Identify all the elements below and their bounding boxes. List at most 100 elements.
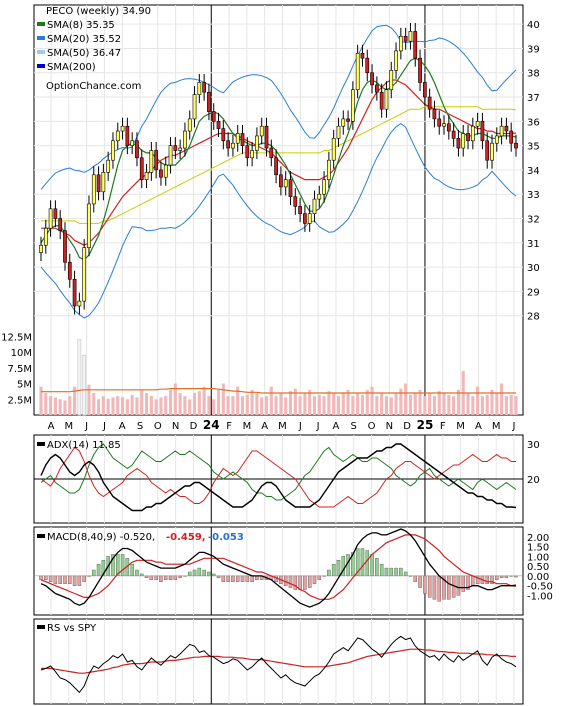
candle-body [499, 125, 504, 137]
candle-body [63, 230, 67, 263]
macd-histogram-bar [163, 575, 168, 580]
volume-bar [423, 396, 427, 415]
macd-histogram-bar [293, 575, 298, 590]
volume-bar [101, 396, 105, 415]
candle-body [336, 125, 341, 139]
macd-histogram-bar [312, 575, 317, 584]
candle-body [264, 125, 269, 149]
volume-bar [202, 386, 206, 415]
volume-bar [178, 392, 182, 415]
candle-body [360, 53, 365, 59]
candle-body [77, 300, 82, 307]
x-tick-label: A [475, 421, 482, 432]
volume-bar [245, 394, 249, 415]
candle-body [149, 150, 154, 173]
macd-histogram-bar [187, 571, 192, 577]
candle-body [379, 91, 384, 110]
candle-body [346, 118, 350, 122]
adx-title: ADX(14) 11.85 [47, 440, 121, 451]
candle-body [514, 142, 518, 149]
sma50-line [41, 106, 517, 224]
macd-histogram-bar [48, 575, 53, 582]
legend-sma20: SMA(20) 35.52 [47, 34, 121, 45]
candle-body [259, 125, 264, 137]
candle-body [485, 140, 490, 161]
macd-histogram-bar [39, 575, 43, 580]
price-tick-label: 34 [527, 166, 540, 177]
candle-body [456, 138, 461, 149]
volume-bar [82, 354, 86, 416]
adx-label: ADX(14) 11.85 [37, 440, 121, 451]
candle-body [163, 164, 168, 178]
candle-body [389, 70, 394, 91]
macd-histogram-bar [159, 575, 163, 582]
x-tick-label: D [190, 421, 198, 432]
candle-body [197, 82, 202, 95]
candle-body [355, 53, 360, 91]
x-tick-label: O [368, 421, 376, 432]
candle-body [442, 123, 446, 127]
volume-bar [509, 394, 513, 415]
macd-histogram-bar [485, 575, 489, 584]
volume-bar [68, 396, 72, 415]
volume-bar [231, 396, 235, 415]
volume-bar [327, 391, 331, 415]
macd-histogram-bar [423, 575, 427, 594]
candle-body [139, 157, 144, 180]
volume-bar [447, 394, 451, 415]
macd-histogram-bar [130, 563, 134, 577]
macd-histogram-bar [336, 560, 341, 577]
candle-body [207, 91, 211, 112]
macd-histogram-bar [240, 575, 245, 582]
volume-bar [274, 396, 278, 415]
candle-body [413, 31, 418, 59]
volume-bar [149, 396, 153, 415]
volume-bar [144, 392, 149, 415]
candle-body [480, 121, 485, 142]
candle-body [173, 145, 178, 151]
candle-body [283, 179, 288, 188]
axis-labels: A M J J A S O N D 24 F M A M J J A S O N D 25 F M A M J28293031323… [1, 20, 553, 602]
candle-body [58, 218, 63, 231]
volume-bar [125, 399, 129, 415]
x-tick-label: F [440, 421, 446, 432]
candle-body [168, 145, 173, 166]
legend-swatch-sma50 [37, 50, 45, 54]
candle-body [101, 172, 106, 193]
adx-tick-label: 20 [527, 475, 540, 486]
candle-body [475, 121, 480, 127]
legend-swatch-sma8 [37, 22, 45, 26]
macd-histogram-bar [44, 575, 48, 580]
macd-histogram-bar [399, 567, 403, 577]
candle-body [466, 133, 470, 142]
volume-bar [284, 397, 288, 415]
x-tick-label: S [137, 421, 143, 432]
volume-bar [140, 389, 144, 415]
candle-body [211, 111, 216, 122]
volume-bar [106, 398, 110, 415]
volume-bar [97, 399, 101, 415]
price-tick-label: 33 [527, 190, 540, 201]
candle-body [187, 118, 192, 132]
candle-body [398, 35, 403, 52]
macd-histogram-bar [197, 567, 202, 577]
candle-body [250, 150, 254, 159]
candle-body [331, 138, 336, 161]
macd-line [40, 528, 517, 608]
candle-body [322, 179, 326, 195]
volume-bar [240, 396, 245, 415]
volume-bar [404, 383, 408, 415]
candle-body [226, 140, 230, 149]
price-tick-label: 30 [527, 263, 540, 274]
sma8-line [40, 57, 517, 261]
x-tick-label: J [298, 421, 302, 432]
volume-bar [456, 389, 460, 415]
volume-bar [116, 396, 120, 415]
volume-bar [413, 392, 417, 415]
volume-bar [154, 399, 158, 415]
price-tick-label: 40 [527, 20, 540, 31]
volume-bar [212, 399, 216, 415]
candle-body [312, 198, 317, 214]
volume-bar [77, 339, 82, 416]
x-tick-label: J [512, 421, 516, 432]
